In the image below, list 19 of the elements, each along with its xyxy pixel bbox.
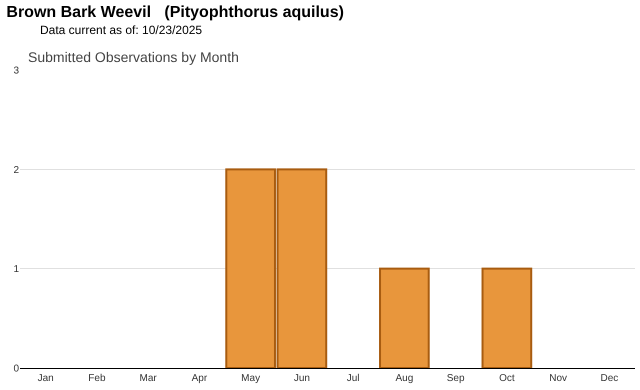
text: Submitted Observations by Month (28, 49, 239, 65)
x-tick-label: Sep (446, 373, 465, 384)
chart-subtitle: Data current as of: 10/23/2025 (40, 23, 202, 37)
x-tick-label: Nov (549, 373, 568, 384)
chart-title: Brown Bark Weevil (Pityophthorus aquilus) (6, 4, 344, 22)
y-tick-label: 3 (13, 66, 20, 76)
x-tick-label: Jun (294, 373, 310, 384)
y-tick-label: 2 (13, 164, 20, 176)
x-tick-label: Oct (499, 373, 515, 384)
x-tick-label: Dec (600, 373, 618, 384)
x-tick-label: Aug (395, 373, 414, 384)
x-tick-label: May (241, 373, 260, 384)
x-tick-label: Jul (346, 373, 360, 384)
y-tick-label: 1 (13, 264, 20, 276)
x-tick-label: Mar (140, 373, 158, 384)
x-tick-label: Apr (192, 373, 208, 384)
x-tick-label: Feb (88, 373, 106, 384)
y-tick-label: 0 (13, 364, 20, 374)
x-tick-label: Jan (38, 373, 54, 384)
